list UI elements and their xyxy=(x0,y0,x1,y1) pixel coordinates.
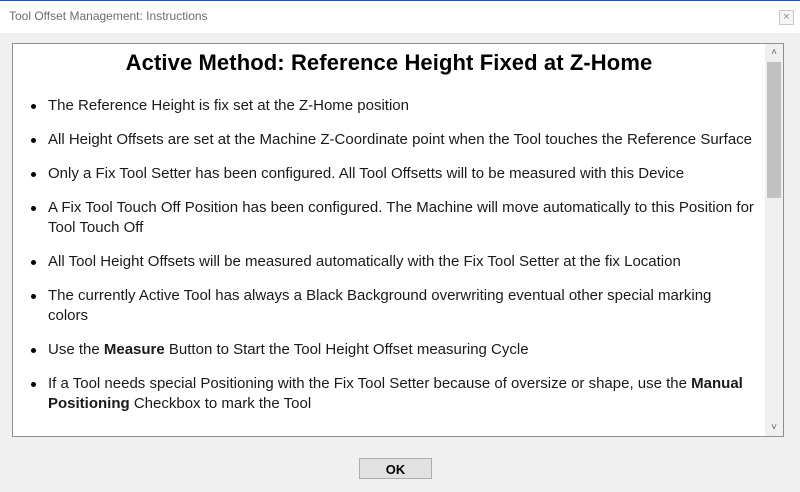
bullet-icon xyxy=(31,348,36,353)
instruction-text: All Height Offsets are set at the Machin… xyxy=(48,131,753,148)
bullet-icon xyxy=(31,104,36,109)
instruction-text: Only a Fix Tool Setter has been configur… xyxy=(48,165,685,182)
instructions-document: Active Method: Reference Height Fixed at… xyxy=(13,44,765,436)
scroll-up-icon[interactable]: ˄ xyxy=(771,47,777,58)
instruction-item: All Tool Height Offsets will be measured… xyxy=(13,252,765,272)
bullet-icon xyxy=(31,294,36,299)
ok-button[interactable]: OK xyxy=(359,458,432,479)
instruction-text: Checkbox to mark the Tool xyxy=(129,395,312,412)
bullet-icon xyxy=(31,172,36,177)
instruction-emphasis: Manual Positioning xyxy=(48,375,743,412)
instructions-heading: Active Method: Reference Height Fixed at… xyxy=(125,50,653,75)
instruction-emphasis: Measure xyxy=(103,341,165,358)
instruction-item: All Height Offsets are set at the Machin… xyxy=(13,130,765,150)
bullet-icon xyxy=(31,260,36,265)
close-icon[interactable]: × xyxy=(779,10,794,25)
bullet-icon xyxy=(31,206,36,211)
bullet-icon xyxy=(31,382,36,387)
vertical-scrollbar[interactable]: ˄ ˅ xyxy=(765,44,783,436)
instruction-text: Button to Start the Tool Height Offset m… xyxy=(164,341,529,358)
instruction-item: Use the Measure Button to Start the Tool… xyxy=(13,340,765,360)
instructions-list: The Reference Height is fix set at the Z… xyxy=(13,96,765,428)
instruction-text: The Reference Height is fix set at the Z… xyxy=(48,97,409,114)
title-bar: Tool Offset Management: Instructions × xyxy=(0,0,800,33)
instruction-item: Only a Fix Tool Setter has been configur… xyxy=(13,164,765,184)
instruction-item: If a Tool needs special Positioning with… xyxy=(13,374,765,414)
instruction-text: All Tool Height Offsets will be measured… xyxy=(48,253,681,270)
instruction-item: The Reference Height is fix set at the Z… xyxy=(13,96,765,116)
bullet-icon xyxy=(31,138,36,143)
instruction-item: The currently Active Tool has always a B… xyxy=(13,286,765,326)
scrollbar-thumb[interactable] xyxy=(767,62,781,198)
instruction-text: Use the xyxy=(48,341,104,358)
window-title: Tool Offset Management: Instructions xyxy=(9,9,208,23)
instruction-text: The currently Active Tool has always a B… xyxy=(48,287,712,324)
instructions-panel: Active Method: Reference Height Fixed at… xyxy=(12,43,784,437)
scroll-down-icon[interactable]: ˅ xyxy=(771,422,777,433)
instruction-text: A Fix Tool Touch Off Position has been c… xyxy=(48,199,754,236)
instruction-item: A Fix Tool Touch Off Position has been c… xyxy=(13,198,765,238)
instruction-text: If a Tool needs special Positioning with… xyxy=(48,375,692,392)
